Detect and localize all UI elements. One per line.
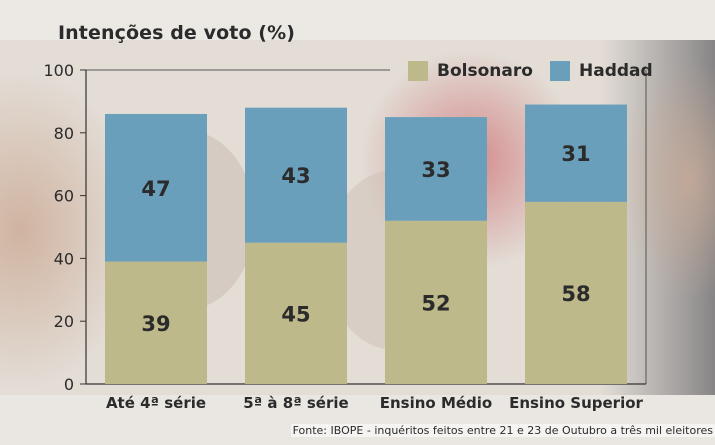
- x-tick-label: Ensino Médio: [380, 394, 493, 412]
- x-tick-label: 5ª à 8ª série: [243, 394, 348, 412]
- bar-haddad: [245, 107, 347, 243]
- bar-bolsonaro: [105, 261, 207, 384]
- bar-haddad: [105, 113, 207, 262]
- bar-haddad: [385, 117, 487, 221]
- y-tick-label: 20: [54, 312, 74, 331]
- legend-swatch-haddad: [550, 61, 570, 81]
- legend-item-bolsonaro: Bolsonaro: [408, 60, 533, 82]
- x-tick-label: Ensino Superior: [509, 394, 643, 412]
- data-label-haddad: 43: [281, 164, 310, 188]
- chart-title: Intenções de voto (%): [58, 22, 296, 44]
- y-axis-ticks: 0 20 40 60 80 100: [43, 61, 86, 394]
- data-label-haddad: 33: [421, 158, 450, 182]
- data-label-haddad: 47: [141, 177, 170, 201]
- y-tick-label: 40: [54, 249, 74, 268]
- legend-label-bolsonaro: Bolsonaro: [437, 61, 533, 81]
- bars-group: 39 47 45 43 52 33 58 31: [105, 104, 627, 384]
- data-label-haddad: 31: [561, 142, 590, 166]
- data-label-bolsonaro: 58: [561, 282, 590, 306]
- bar-bolsonaro: [245, 242, 347, 384]
- data-label-bolsonaro: 52: [421, 291, 450, 315]
- bar-bolsonaro: [525, 201, 627, 384]
- y-tick-label: 80: [54, 124, 74, 143]
- data-label-bolsonaro: 39: [141, 312, 170, 336]
- bar-bolsonaro: [385, 220, 487, 384]
- y-tick-label: 60: [54, 187, 74, 206]
- data-label-bolsonaro: 45: [281, 302, 310, 326]
- y-tick-label: 100: [43, 61, 74, 80]
- bar-haddad: [525, 104, 627, 202]
- legend-item-haddad: Haddad: [550, 60, 653, 82]
- x-tick-label: Até 4ª série: [106, 394, 206, 412]
- y-tick-label: 0: [64, 375, 74, 394]
- x-axis-labels: Até 4ª série 5ª à 8ª série Ensino Médio Ens…: [106, 394, 644, 412]
- source-note: Fonte: IBOPE - inquéritos feitos entre 2…: [290, 424, 715, 437]
- legend-label-haddad: Haddad: [579, 61, 653, 81]
- legend-swatch-bolsonaro: [408, 61, 428, 81]
